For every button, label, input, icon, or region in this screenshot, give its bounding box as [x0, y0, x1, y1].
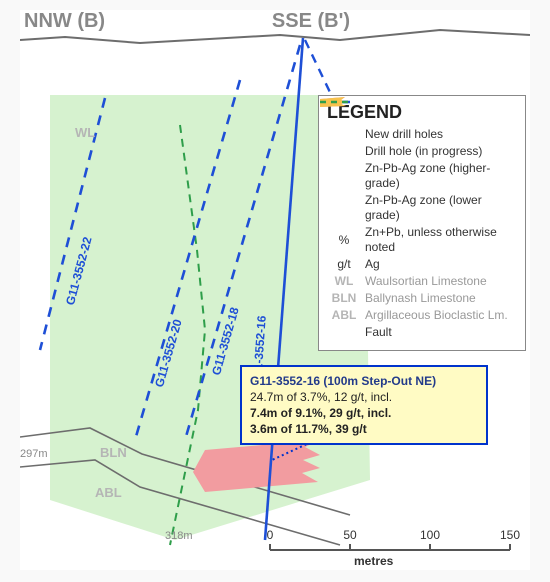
legend-symbol: ABL — [327, 308, 361, 323]
unit-bln: BLN — [100, 445, 127, 460]
callout-line-1: 7.4m of 9.1%, 29 g/t, incl. — [250, 405, 478, 421]
section-stage: NNW (B) SSE (B') WL BLN ABL 297m 318m G1… — [20, 10, 530, 570]
legend-row: New drill holes — [327, 127, 517, 142]
legend-symbol: g/t — [327, 257, 361, 272]
scale-tick: 50 — [340, 528, 360, 542]
legend-row: Fault — [327, 325, 517, 340]
legend-symbol: BLN — [327, 291, 361, 306]
unit-wl: WL — [75, 125, 95, 140]
legend-label: Zn+Pb, unless otherwise noted — [365, 225, 517, 255]
callout-line-0: 24.7m of 3.7%, 12 g/t, incl. — [250, 389, 478, 405]
scale-tick: 100 — [420, 528, 440, 542]
legend-row: Drill hole (in progress) — [327, 144, 517, 159]
callout-title: G11-3552-16 (100m Step-Out NE) — [250, 373, 478, 389]
legend-row: BLN Ballynash Limestone — [327, 291, 517, 306]
legend-label: New drill holes — [365, 127, 517, 142]
legend-title: LEGEND — [327, 102, 517, 123]
legend-label: Fault — [365, 325, 517, 340]
legend-label: Drill hole (in progress) — [365, 144, 517, 159]
legend-row: g/t Ag — [327, 257, 517, 272]
label-sse: SSE (B') — [272, 10, 350, 33]
legend-label: Ag — [365, 257, 517, 272]
legend-row: ABL Argillaceous Bioclastic Lm. — [327, 308, 517, 323]
legend-label: Waulsortian Limestone — [365, 274, 517, 289]
scale-tick: 150 — [500, 528, 520, 542]
scale-tick: 0 — [260, 528, 280, 542]
depth-left: 297m — [20, 448, 48, 460]
legend-symbol: % — [327, 233, 361, 248]
legend-rows: New drill holes Drill hole (in progress) Z… — [327, 127, 517, 340]
legend-label: Zn-Pb-Ag zone (lower grade) — [365, 193, 517, 223]
unit-abl: ABL — [95, 485, 122, 500]
depth-bottom: 318m — [165, 530, 193, 542]
legend-row: WL Waulsortian Limestone — [327, 274, 517, 289]
scale-unit: metres — [354, 554, 393, 568]
legend-row: Zn-Pb-Ag zone (higher-grade) — [327, 161, 517, 191]
callout-line-2: 3.6m of 11.7%, 39 g/t — [250, 421, 478, 437]
legend-symbol: WL — [327, 274, 361, 289]
legend-label: Ballynash Limestone — [365, 291, 517, 306]
legend-row: Zn-Pb-Ag zone (lower grade) — [327, 193, 517, 223]
label-nnw: NNW (B) — [24, 10, 105, 33]
legend-row: % Zn+Pb, unless otherwise noted — [327, 225, 517, 255]
legend-label: Zn-Pb-Ag zone (higher-grade) — [365, 161, 517, 191]
legend-label: Argillaceous Bioclastic Lm. — [365, 308, 517, 323]
intercept-callout: G11-3552-16 (100m Step-Out NE) 24.7m of … — [240, 365, 488, 445]
legend-box: LEGEND New drill holes Drill hole (in pro… — [318, 95, 526, 351]
